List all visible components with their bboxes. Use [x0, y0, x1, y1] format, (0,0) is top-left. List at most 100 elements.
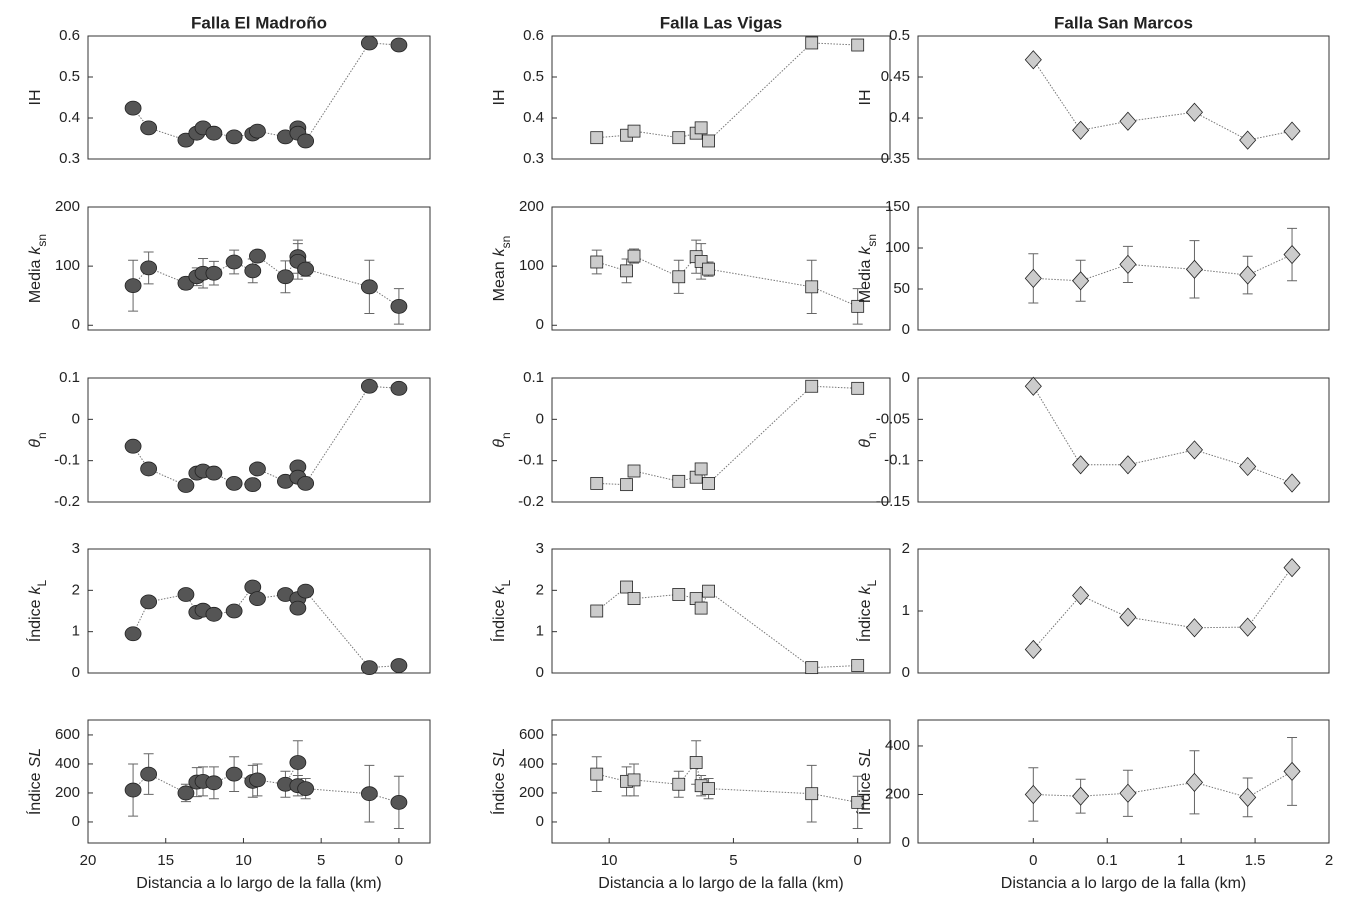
marker [1239, 130, 1257, 150]
plot-frame [87, 377, 431, 503]
marker [140, 766, 158, 782]
plot-frame [87, 35, 431, 160]
y-tick-label: 200 [885, 785, 910, 802]
y-axis-label: θn [491, 432, 513, 447]
y-label-text: Media [27, 259, 44, 303]
y-axis-label: θn [857, 432, 879, 447]
marker [590, 767, 604, 781]
marker [244, 263, 262, 279]
y-tick-label: 0 [902, 834, 910, 851]
y-label-text: Índice [25, 772, 44, 815]
marker [225, 475, 243, 491]
y-tick-label: 400 [55, 755, 80, 772]
marker [1185, 772, 1203, 792]
y-axis-label: Índice SL [855, 748, 874, 815]
plot-frame [551, 377, 891, 503]
marker [225, 254, 243, 270]
marker [1024, 784, 1042, 805]
series-line [132, 586, 399, 669]
y-label-subscript: L [499, 579, 513, 586]
marker [1024, 268, 1042, 288]
y-axis-label: Índice SL [25, 748, 44, 815]
marker [805, 379, 819, 393]
plot-frame [917, 35, 1330, 160]
marker [124, 438, 142, 454]
y-axis-label: Índice kL [489, 579, 513, 642]
marker [225, 603, 243, 619]
marker [1239, 617, 1257, 637]
y-label-symbol: k [491, 247, 508, 256]
marker [297, 475, 315, 491]
marker [1119, 254, 1137, 275]
marker [672, 131, 686, 145]
marker [1119, 455, 1137, 475]
series-line [1032, 567, 1293, 650]
marker [627, 592, 641, 605]
marker [1119, 111, 1137, 131]
plot-frame [87, 206, 431, 331]
marker [702, 584, 715, 598]
y-tick-label: 1 [536, 623, 544, 640]
marker [1239, 787, 1257, 807]
y-tick-label: 0.3 [523, 150, 544, 167]
y-tick-label: 100 [519, 257, 544, 274]
marker [1119, 607, 1137, 627]
x-tick-label: 5 [729, 852, 737, 869]
marker [390, 794, 408, 810]
y-label-symbol: SL [27, 748, 44, 768]
marker [1239, 265, 1257, 285]
y-tick-label: 3 [72, 540, 80, 557]
marker [627, 124, 641, 138]
marker [140, 120, 158, 136]
marker [694, 601, 708, 615]
y-label-symbol: θ [27, 439, 44, 448]
y-tick-label: -0.2 [54, 493, 80, 510]
marker [702, 262, 715, 276]
marker [1185, 440, 1203, 460]
marker [1072, 786, 1090, 806]
y-tick-label: 2 [72, 581, 80, 598]
x-tick-label: 10 [235, 852, 252, 869]
series-line [1032, 59, 1293, 141]
marker [225, 129, 243, 145]
marker [620, 264, 633, 278]
y-label-text: Índice [25, 599, 44, 642]
x-tick-label: 5 [317, 852, 325, 869]
y-tick-label: 0.4 [889, 109, 910, 126]
marker [177, 587, 195, 602]
marker [1119, 783, 1137, 803]
x-tick-label: 1.5 [1245, 852, 1266, 869]
marker [205, 606, 223, 622]
y-tick-label: -0.15 [876, 493, 910, 510]
marker [1283, 761, 1301, 782]
y-tick-label: 0 [902, 321, 910, 338]
marker [1283, 121, 1301, 141]
marker [390, 298, 408, 314]
y-axis-label: Índice SL [489, 748, 508, 815]
y-tick-label: 0 [536, 316, 544, 333]
y-label-symbol: k [27, 246, 44, 255]
marker [205, 775, 223, 791]
marker [390, 380, 408, 396]
marker [1239, 456, 1257, 477]
marker [805, 661, 819, 675]
marker [177, 478, 195, 493]
marker [1072, 120, 1090, 140]
y-label-subscript: sn [865, 234, 879, 247]
marker [590, 604, 604, 618]
marker [620, 580, 633, 594]
y-label-text: IH [27, 90, 44, 106]
y-tick-label: 200 [519, 198, 544, 215]
series-line [132, 760, 400, 803]
y-tick-label: 150 [885, 198, 910, 215]
y-tick-label: 600 [55, 726, 80, 743]
series-line [132, 42, 399, 142]
y-label-text: Índice [489, 772, 508, 815]
x-tick-label: 15 [157, 852, 174, 869]
y-tick-label: 0 [72, 813, 80, 830]
y-axis-label: Media ksn [27, 234, 49, 303]
x-tick-label: 20 [80, 852, 97, 869]
y-tick-label: -0.05 [876, 410, 910, 427]
marker [205, 465, 223, 481]
